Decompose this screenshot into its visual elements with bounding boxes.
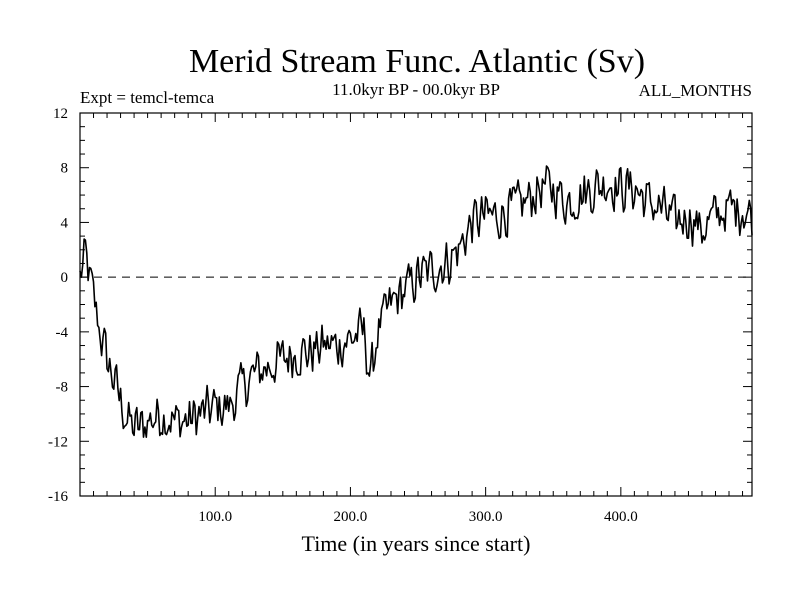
plot-frame xyxy=(79,112,753,497)
y-tick-label: 8 xyxy=(61,161,69,177)
y-tick-label: 0 xyxy=(61,270,69,286)
x-tick-label: 300.0 xyxy=(469,509,503,525)
data-series xyxy=(79,165,753,439)
axis-ticks: 100.0 200.0 300.0 400.0 12 8 4 0 -4 -8 -12 -16 xyxy=(48,106,752,525)
x-axis-label: Time (in years since start) xyxy=(302,531,531,556)
x-tick-label: 400.0 xyxy=(604,509,638,525)
y-tick-label: -16 xyxy=(48,489,68,505)
y-tick-label: 4 xyxy=(61,215,69,231)
series-line xyxy=(79,165,753,439)
chart-title: Merid Stream Func. Atlantic (Sv) xyxy=(189,43,645,80)
season-label: ALL_MONTHS xyxy=(639,81,752,100)
y-tick-label: -12 xyxy=(48,434,68,450)
y-tick-label: 12 xyxy=(53,106,68,122)
period-label: 11.0kyr BP - 00.0kyr BP xyxy=(332,80,500,99)
y-tick-label: -8 xyxy=(56,380,69,396)
y-tick-label: -4 xyxy=(56,325,69,341)
experiment-label: Expt = temcl-temca xyxy=(80,88,215,107)
x-tick-label: 100.0 xyxy=(198,509,232,525)
x-tick-label: 200.0 xyxy=(334,509,368,525)
